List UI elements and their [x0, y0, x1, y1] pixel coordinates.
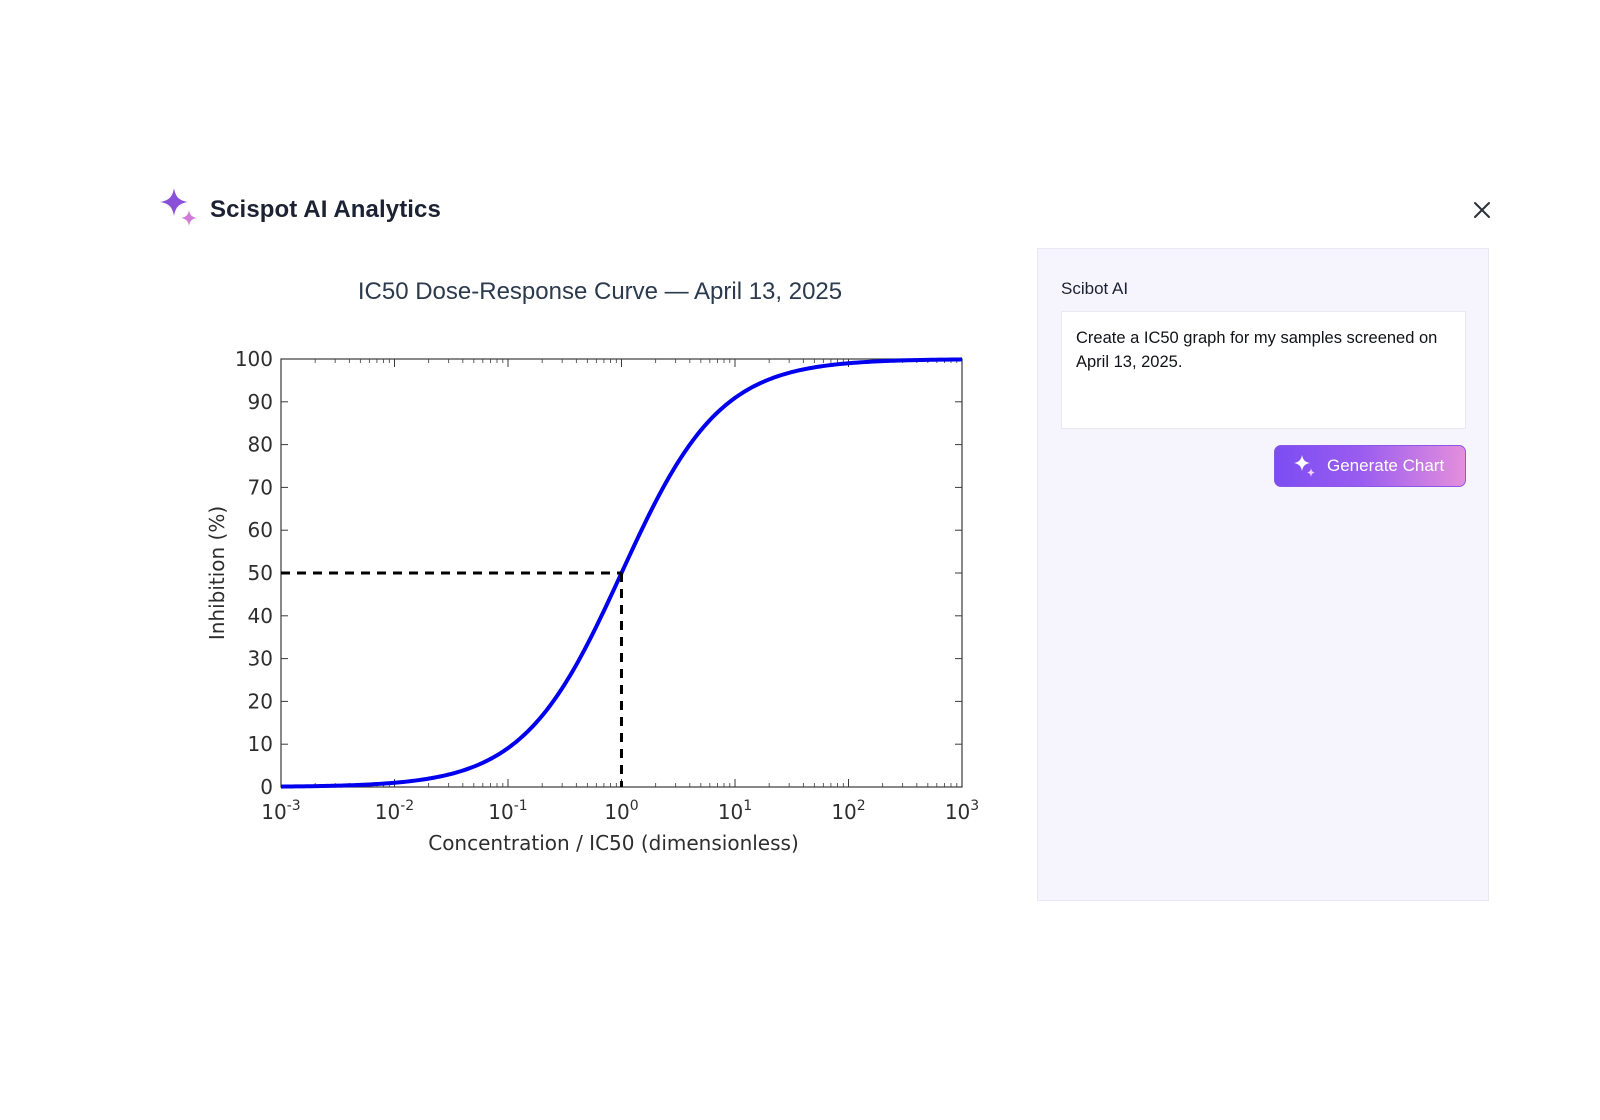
y-tick-label: 10	[248, 732, 273, 756]
chart-title: IC50 Dose-Response Curve — April 13, 202…	[357, 278, 843, 305]
assistant-panel: Scibot AI Create a IC50 graph for my sam…	[1037, 248, 1489, 901]
sparkle-icon	[1294, 455, 1315, 477]
close-icon	[1474, 202, 1490, 218]
x-tick-label: 10-2	[375, 798, 414, 824]
x-tick-label: 103	[945, 798, 979, 824]
ic50-chart: 0 10 20 30 40 50 60 70 80 90 100 10-3 10-2 10-1 100 101…	[205, 347, 979, 855]
generate-chart-label: Generate Chart	[1327, 456, 1445, 475]
y-tick-label: 50	[248, 561, 273, 585]
y-tick-label: 30	[248, 647, 273, 671]
y-tick-label: 90	[248, 390, 273, 414]
generate-chart-button[interactable]: Generate Chart	[1274, 445, 1466, 487]
y-tick-label: 70	[248, 475, 273, 499]
x-tick-label: 102	[831, 798, 865, 824]
y-tick-label: 100	[235, 347, 273, 371]
prompt-input[interactable]: Create a IC50 graph for my samples scree…	[1061, 311, 1466, 429]
chart-area: IC50 Dose-Response Curve — April 13, 202…	[190, 260, 1020, 890]
x-tick-label: 100	[604, 798, 638, 824]
y-axis-label: Inhibition (%)	[205, 506, 229, 640]
x-axis-label: Concentration / IC50 (dimensionless)	[428, 831, 799, 855]
modal-header: Scispot AI Analytics	[158, 188, 441, 232]
y-tick-label: 20	[248, 689, 273, 713]
close-button[interactable]	[1470, 198, 1494, 222]
x-tick-label: 10-1	[488, 798, 527, 824]
y-tick-label: 0	[260, 775, 273, 799]
y-tick-label: 80	[248, 433, 273, 457]
sparkle-icon	[160, 188, 197, 226]
x-tick-label: 10-3	[261, 798, 300, 824]
y-tick-label: 40	[248, 604, 273, 628]
assistant-label: Scibot AI	[1061, 279, 1129, 298]
y-tick-label: 60	[248, 518, 273, 542]
app-title: Scispot AI Analytics	[210, 196, 441, 223]
x-tick-label: 101	[718, 798, 752, 824]
